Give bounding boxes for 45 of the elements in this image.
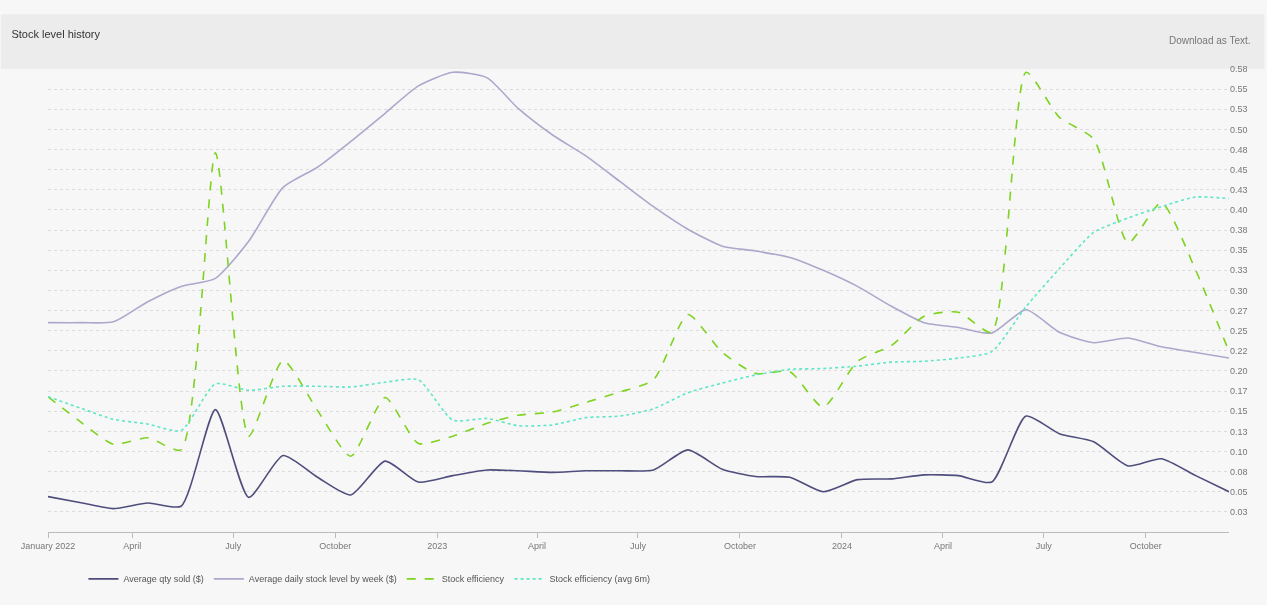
- line-series: [48, 71, 1229, 359]
- legend-label: Stock efficiency: [441, 574, 505, 585]
- x-tick-label: July: [1035, 540, 1053, 551]
- line-series: [48, 196, 1229, 432]
- x-tick-label: April: [933, 540, 952, 551]
- legend-label: Stock efficiency (avg 6m): [549, 574, 650, 585]
- y-tick-label: 0.20: [1230, 366, 1248, 377]
- x-tick-label: July: [225, 540, 242, 551]
- y-tick-label: 0.43: [1230, 184, 1248, 195]
- text: Download as Text.: [1169, 35, 1251, 46]
- y-tick-label: 0.30: [1230, 285, 1248, 296]
- y-tick-label: 0.03: [1230, 507, 1248, 518]
- y-tick-label: 0.40: [1230, 205, 1248, 216]
- x-tick-label: 2024: [831, 540, 853, 551]
- x-tick-label: October: [1129, 540, 1162, 551]
- y-tick-label: 0.15: [1230, 406, 1248, 417]
- y-tick-label: 0.48: [1230, 144, 1248, 155]
- y-tick-label: 0.17: [1230, 386, 1248, 397]
- y-tick-label: 0.58: [1230, 64, 1248, 75]
- x-tick-label: 2023: [427, 540, 448, 551]
- y-tick-label: 0.10: [1230, 446, 1248, 457]
- y-tick-label: 0.27: [1230, 305, 1248, 316]
- x-tick-label: July: [629, 540, 647, 551]
- y-tick-label: 0.13: [1230, 426, 1248, 437]
- y-tick-label: 0.08: [1230, 466, 1248, 477]
- x-tick-label: April: [123, 540, 142, 551]
- legend-label: Average daily stock level by week ($): [248, 574, 397, 585]
- y-tick-label: 0.22: [1230, 345, 1248, 356]
- line-series: [48, 408, 1229, 510]
- y-tick-label: 0.25: [1230, 325, 1248, 336]
- y-tick-label: 0.38: [1230, 225, 1248, 236]
- y-tick-label: 0.35: [1230, 245, 1248, 256]
- legend-label: Average qty sold ($): [123, 574, 204, 585]
- x-tick-label: January 2022: [20, 540, 76, 551]
- y-tick-label: 0.45: [1230, 164, 1248, 175]
- chart-title: Stock level history: [11, 27, 101, 40]
- y-tick-label: 0.50: [1230, 124, 1248, 135]
- y-tick-label: 0.33: [1230, 265, 1248, 276]
- y-tick-label: 0.05: [1230, 486, 1248, 497]
- line-series: [48, 71, 1229, 458]
- y-tick-label: 0.53: [1230, 104, 1248, 115]
- x-tick-label: April: [528, 540, 547, 551]
- x-tick-label: October: [319, 540, 352, 551]
- x-tick-label: October: [723, 540, 756, 551]
- y-tick-label: 0.55: [1230, 84, 1248, 95]
